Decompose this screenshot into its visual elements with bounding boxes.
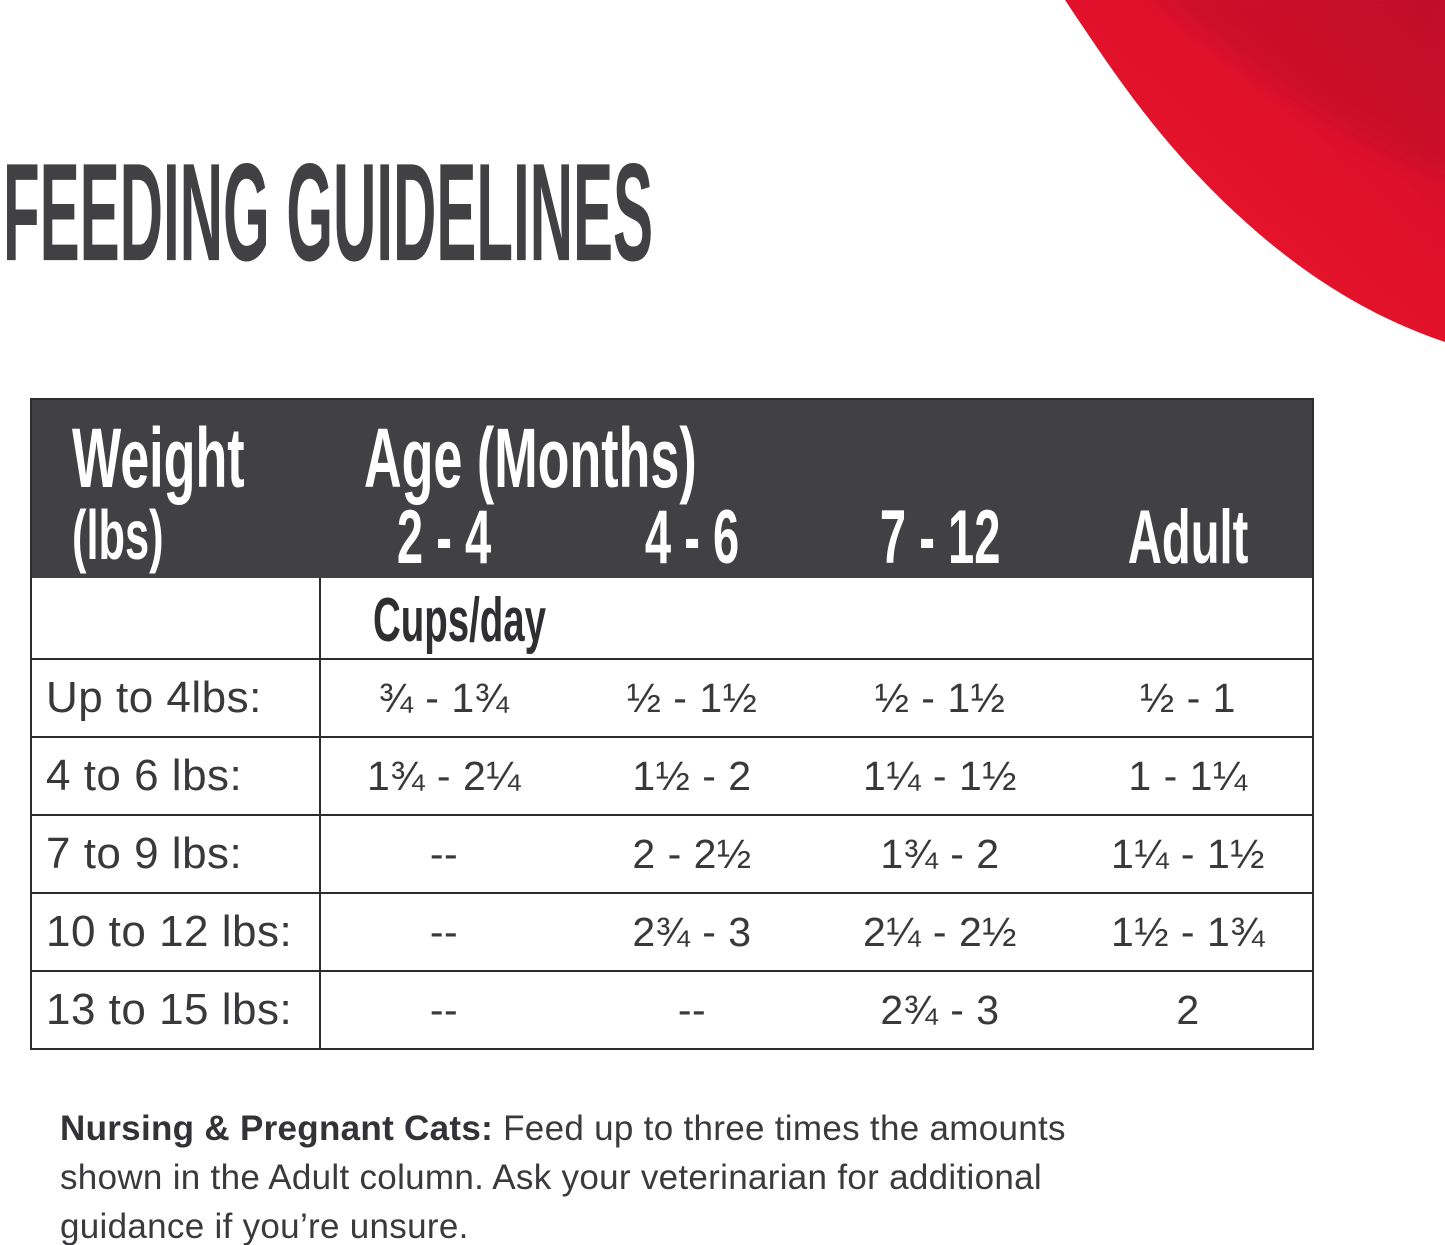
column-divider-line [319,578,321,1048]
units-label-cell: Cups/day [373,586,547,655]
feeding-table: Weight (lbs) Age (Months) 2 - 4 4 - 6 7 … [30,398,1314,1050]
weight-range-label: 7 to 9 lbs: [46,829,243,878]
cups-value-cell: ½ - 1 [1140,674,1236,721]
cups-value-cell: 2 - 2½ [632,830,752,877]
cups-value-cell: ½ - 1½ [874,674,1006,721]
page-title: FEEDING GUIDELINES [3,134,654,291]
cups-value-cell: 1¼ - 1½ [863,752,1017,799]
table-row: 4 to 6 lbs: 1¾ - 2¼ 1½ - 2 1¼ - 1½ 1 - 1… [32,736,1312,814]
col-header-age-2-4: 2 - 4 [396,495,492,580]
table-row: 10 to 12 lbs: -- 2¾ - 3 2¼ - 2½ 1½ - 1¾ [32,892,1312,970]
cups-value-cell: -- [429,986,459,1033]
col-header-adult: Adult [1127,495,1249,580]
table-row: 13 to 15 lbs: -- -- 2¾ - 3 2 [32,970,1312,1048]
red-swoosh-graphic [1065,0,1445,342]
cups-value-cell: -- [429,830,459,877]
cups-value-cell: 1½ - 2 [632,752,752,799]
table-header: Weight (lbs) Age (Months) 2 - 4 4 - 6 7 … [32,400,1312,578]
weight-range-label: 13 to 15 lbs: [46,985,293,1034]
cups-value-cell: 2¾ - 3 [880,986,1000,1033]
footnote-text: Feed up to three times the amounts [493,1109,1066,1148]
cups-value-cell: ¾ - 1¾ [378,674,510,721]
footnote-line: Nursing & Pregnant Cats: Feed up to thre… [60,1104,1390,1153]
footnote: Nursing & Pregnant Cats: Feed up to thre… [60,1104,1390,1245]
cups-value-cell: 2¼ - 2½ [863,908,1017,955]
cups-value-cell: ½ - 1½ [626,674,758,721]
col-header-lbs-unit: (lbs) [72,496,164,574]
footnote-line: guidance if you’re unsure. [60,1207,469,1245]
col-header-age-months: Age (Months) [364,411,697,505]
table-row: Up to 4lbs: ¾ - 1¾ ½ - 1½ ½ - 1½ ½ - 1 [32,658,1312,736]
cups-value-cell: 1¾ - 2¼ [367,752,521,799]
footnote-line: shown in the Adult column. Ask your vete… [60,1158,1042,1197]
col-header-weight: Weight [72,411,245,505]
cups-value-cell: 2 [1176,986,1200,1033]
cups-value-cell: 2¾ - 3 [632,908,752,955]
weight-range-label: 4 to 6 lbs: [46,751,243,800]
table-row: 7 to 9 lbs: -- 2 - 2½ 1¾ - 2 1¼ - 1½ [32,814,1312,892]
cups-value-cell: 1½ - 1¾ [1111,908,1265,955]
weight-range-label: Up to 4lbs: [46,673,262,722]
col-header-age-7-12: 7 - 12 [879,495,1001,580]
cups-value-cell: 1 - 1¼ [1128,752,1248,799]
cups-value-cell: -- [429,908,459,955]
footnote-lead: Nursing & Pregnant Cats: [60,1109,494,1148]
units-row: Cups/day [32,578,1312,658]
weight-range-label: 10 to 12 lbs: [46,907,293,956]
cups-value-cell: -- [677,986,707,1033]
cups-value-cell: 1¼ - 1½ [1111,830,1265,877]
col-header-age-4-6: 4 - 6 [644,495,740,580]
cups-value-cell: 1¾ - 2 [880,830,1000,877]
